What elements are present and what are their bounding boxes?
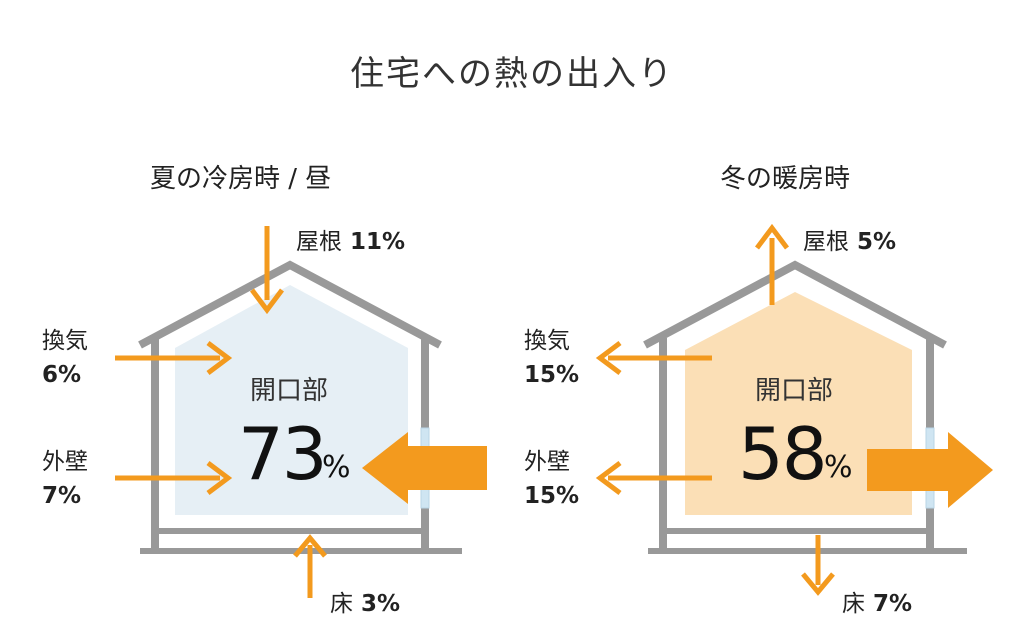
winter-roof <box>643 260 947 349</box>
summer-opening-label: 開口部 <box>250 376 329 406</box>
winter-house <box>643 260 967 554</box>
winter-wall-value: 15% <box>524 483 580 509</box>
summer-vent-label: 換気 6% <box>42 324 88 392</box>
winter-arrows <box>595 223 993 596</box>
summer-roof <box>138 260 442 349</box>
summer-interior-fill <box>175 285 408 515</box>
summer-opening-value: 73 <box>238 412 328 496</box>
summer-vent-name: 換気 <box>42 328 88 354</box>
winter-interior-fill <box>685 292 912 515</box>
winter-opening-value: 58 <box>738 412 828 496</box>
summer-house <box>138 260 462 554</box>
winter-panel-title: 冬の暖房時 <box>720 164 851 194</box>
winter-floor-name: 床 <box>842 591 865 617</box>
winter-opening-unit: % <box>824 450 853 485</box>
summer-floor-value: 3% <box>361 591 401 617</box>
summer-arrows <box>115 226 487 598</box>
summer-opening-arrow <box>362 432 487 504</box>
winter-wall-name: 外壁 <box>524 449 570 475</box>
winter-vent-label: 換気 15% <box>524 324 579 392</box>
winter-wall-label: 外壁 15% <box>524 445 579 513</box>
summer-floor-name: 床 <box>330 591 353 617</box>
summer-floor-label: 床 3% <box>330 584 400 618</box>
page-title: 住宅への熱の出入り <box>350 54 674 94</box>
winter-floor-value: 7% <box>873 591 913 617</box>
winter-opening-arrow <box>867 432 993 508</box>
summer-vent-value: 6% <box>42 362 82 388</box>
summer-wall-value: 7% <box>42 483 82 509</box>
summer-roof-name: 屋根 <box>296 229 342 255</box>
winter-roof-value: 5% <box>857 229 897 255</box>
summer-opening-unit: % <box>322 450 351 485</box>
summer-wall-name: 外壁 <box>42 449 88 475</box>
winter-opening-label: 開口部 <box>755 376 834 406</box>
summer-panel-title: 夏の冷房時 / 昼 <box>150 164 332 194</box>
winter-vent-name: 換気 <box>524 328 570 354</box>
winter-vent-value: 15% <box>524 362 580 388</box>
summer-roof-value: 11% <box>350 229 406 255</box>
winter-roof-name: 屋根 <box>803 229 849 255</box>
summer-wall-label: 外壁 7% <box>42 445 88 513</box>
summer-roof-label: 屋根 11% <box>296 222 405 256</box>
winter-roof-label: 屋根 5% <box>803 222 896 256</box>
winter-floor-label: 床 7% <box>842 584 912 618</box>
